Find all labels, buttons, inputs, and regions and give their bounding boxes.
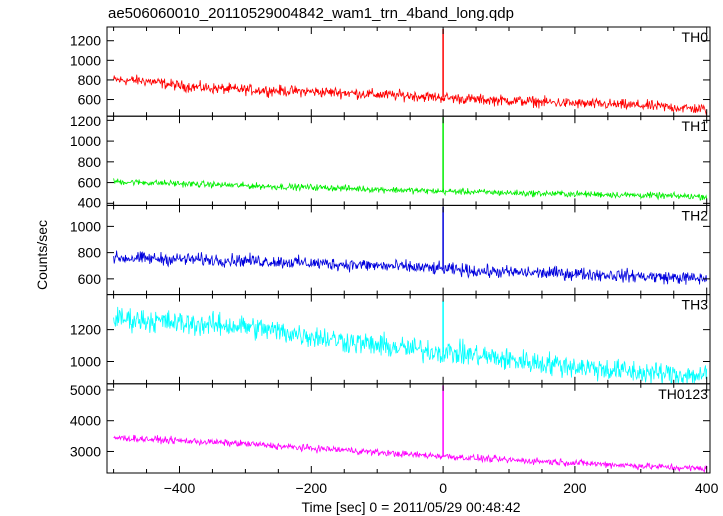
series-line-th1 (113, 178, 708, 201)
y-tick-label: 600 (78, 175, 102, 191)
x-tick-label: 0 (439, 480, 447, 496)
y-tick-label: 1200 (70, 322, 101, 338)
y-tick-label: 400 (78, 194, 102, 210)
panel-label-th2: TH2 (682, 207, 709, 223)
x-tick-label: −400 (164, 480, 196, 496)
panel-th3: 1000 1200 TH3 (70, 294, 711, 385)
chart-title: ae506060010_20110529004842_wam1_trn_4ban… (108, 5, 514, 22)
panel-label-th0123: TH0123 (658, 386, 708, 402)
y-axis-label: Counts/sec (34, 220, 50, 290)
panel-frame (106, 383, 711, 474)
y-tick-label: 600 (78, 92, 102, 108)
panel-frame (106, 204, 711, 296)
y-tick-label: 1000 (70, 218, 101, 234)
x-tick-label: 200 (563, 480, 587, 496)
panel-frame (106, 26, 711, 117)
panel-label-th1: TH1 (682, 118, 709, 134)
y-tick-label: 3000 (70, 443, 101, 459)
panel-label-th3: TH3 (682, 297, 709, 313)
series-line-th2 (113, 250, 708, 285)
y-tick-label: 800 (78, 245, 102, 261)
y-tick-label: 1000 (70, 133, 101, 149)
y-tick-label: 1200 (70, 113, 101, 129)
y-tick-label: 800 (78, 72, 102, 88)
panel-th2: 600 800 1000 TH2 (70, 204, 711, 296)
x-tick-label: 400 (695, 480, 719, 496)
y-tick-label: 5000 (70, 382, 101, 398)
y-tick-label: 1000 (70, 354, 101, 370)
panel-label-th0: TH0 (682, 29, 709, 45)
panel-th1: 400 600 800 1000 1200 TH1 (70, 113, 711, 210)
panel-th0: 600 800 1000 1200 TH0 (70, 26, 711, 117)
y-tick-label: 800 (78, 154, 102, 170)
y-tick-label: 4000 (70, 413, 101, 429)
x-axis-label: Time [sec] 0 = 2011/05/29 00:48:42 (301, 499, 520, 515)
series-line-th3 (113, 306, 708, 385)
series-line-th0123 (113, 434, 708, 473)
y-tick-label: 1200 (70, 33, 101, 49)
panel-frame (106, 115, 711, 206)
x-axis: −400 −200 0 200 400 (164, 480, 719, 496)
y-tick-label: 1000 (70, 52, 101, 68)
x-tick-label: −200 (296, 480, 328, 496)
y-tick-label: 600 (78, 271, 102, 287)
series-line-th0 (113, 74, 708, 116)
panel-th0123: 3000 4000 5000 TH0123 (70, 382, 711, 474)
